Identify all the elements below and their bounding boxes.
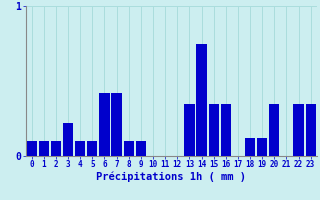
Bar (27, 141, 37, 156)
Bar (221, 104, 231, 156)
Bar (87, 141, 98, 156)
Bar (39, 141, 49, 156)
Bar (124, 141, 134, 156)
Bar (111, 93, 122, 156)
Bar (99, 93, 110, 156)
X-axis label: Précipitations 1h ( mm ): Précipitations 1h ( mm ) (96, 172, 246, 182)
Bar (63, 123, 73, 156)
Bar (209, 104, 219, 156)
Bar (196, 44, 207, 156)
Bar (136, 141, 146, 156)
Bar (269, 104, 279, 156)
Bar (75, 141, 85, 156)
Bar (184, 104, 195, 156)
Bar (257, 138, 267, 156)
Bar (51, 141, 61, 156)
Bar (245, 138, 255, 156)
Bar (293, 104, 304, 156)
Bar (306, 104, 316, 156)
